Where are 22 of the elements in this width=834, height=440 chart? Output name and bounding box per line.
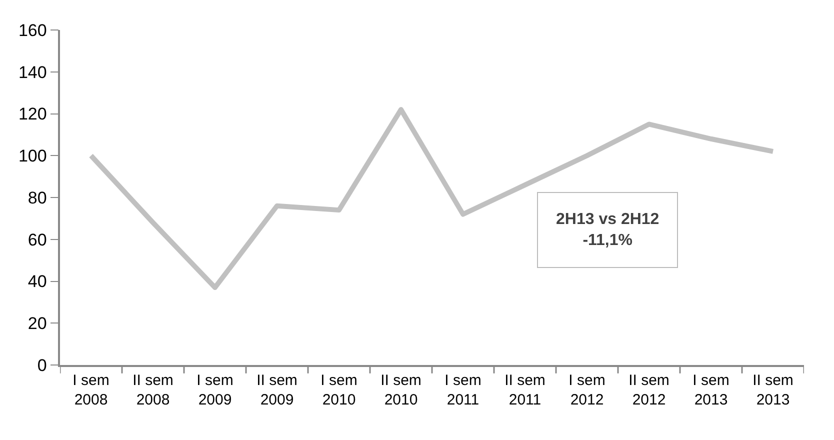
y-tick-label: 0 [37, 356, 47, 375]
x-tick-label: II sem 2010 [380, 372, 422, 408]
y-tick-label: 120 [18, 104, 47, 124]
y-tick-label: 160 [18, 20, 47, 40]
x-tick-label: I sem 2010 [320, 372, 358, 408]
annotation: 2H13 vs 2H12 -11,1% [556, 211, 660, 249]
y-tick-label: 140 [18, 62, 47, 82]
y-tick-label: 60 [28, 230, 47, 250]
y-tick-label: 80 [28, 188, 47, 208]
y-tick-label: 20 [28, 314, 47, 334]
x-tick-label: I sem 2008 [72, 372, 110, 408]
x-tick-label: II sem 2008 [132, 372, 174, 408]
x-tick-label: I sem 2009 [196, 372, 234, 408]
y-tick-label: 40 [28, 272, 47, 292]
x-tick-label: I sem 2012 [568, 372, 606, 408]
x-tick-label: II sem 2013 [752, 372, 794, 408]
x-tick-label: II sem 2012 [628, 372, 670, 408]
y-tick-label: 100 [18, 146, 47, 166]
x-tick-label: I sem 2011 [444, 372, 482, 408]
x-tick-label: II sem 2011 [504, 372, 546, 408]
x-tick-label: II sem 2009 [256, 372, 298, 408]
x-tick-label: I sem 2013 [692, 372, 730, 408]
